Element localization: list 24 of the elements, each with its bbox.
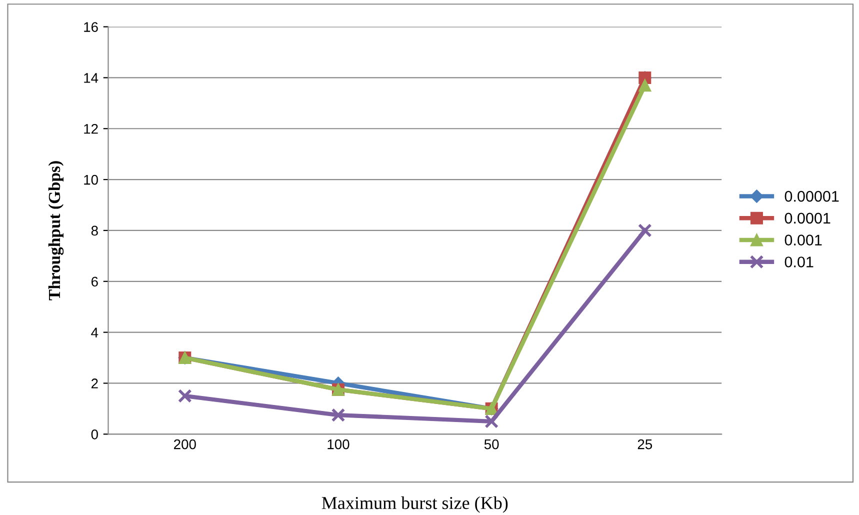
point (638, 224, 652, 238)
y-tick-label: 16 (84, 22, 98, 32)
legend-label: 0.01 (784, 256, 814, 268)
y-tick-label: 8 (91, 226, 98, 236)
point (178, 389, 192, 403)
legend-label: 0.00001 (784, 190, 839, 202)
x-tick-label: 50 (484, 439, 499, 450)
point (331, 408, 346, 422)
x-tick-label: 100 (328, 439, 350, 450)
y-tick-label: 6 (91, 276, 98, 287)
y-tick-label: 4 (91, 328, 98, 338)
x-tick-label: 200 (174, 439, 196, 450)
legend-label: 0.0001 (784, 212, 830, 224)
x-axis-title: Maximum burst size (Kb) (322, 496, 508, 513)
y-tick-label: 10 (84, 174, 98, 185)
y-axis-title: Throughput (Gbps) (48, 161, 64, 300)
legend-label: 0.001 (784, 234, 822, 246)
point (638, 79, 652, 92)
point (484, 414, 499, 428)
x-tick-label: 25 (638, 439, 652, 450)
y-tick-label: 2 (91, 378, 98, 388)
y-tick-label: 12 (84, 124, 98, 134)
y-tick-label: 0 (91, 429, 98, 440)
y-tick-label: 14 (84, 73, 98, 83)
